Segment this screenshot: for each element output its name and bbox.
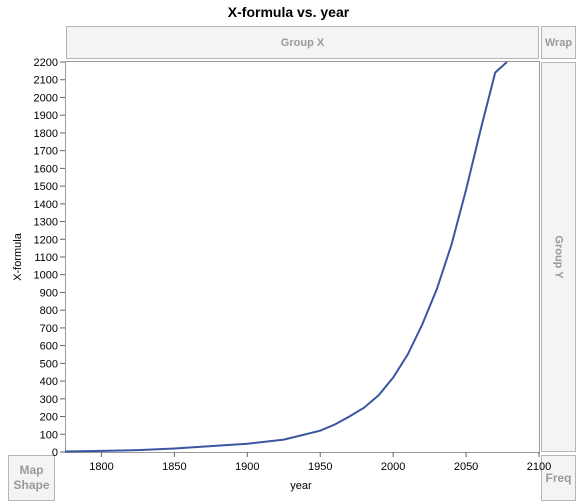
group-y-drop-zone[interactable]: Group Y bbox=[541, 62, 576, 452]
y-tick-label: 1800 bbox=[34, 128, 58, 140]
y-axis: 0 100 200 300 400 500 600 700 800 900 1000 1100 1200… bbox=[34, 57, 65, 459]
x-tick-label: 1950 bbox=[308, 461, 332, 473]
y-tick-label: 1400 bbox=[34, 199, 58, 211]
y-tick-label: 600 bbox=[40, 341, 58, 353]
wrap-drop-zone[interactable]: Wrap bbox=[541, 26, 576, 59]
y-tick-label: 0 bbox=[52, 447, 58, 459]
map-shape-drop-zone[interactable]: Map Shape bbox=[8, 455, 55, 501]
x-tick-label: 1900 bbox=[235, 461, 259, 473]
y-tick-label: 1700 bbox=[34, 146, 58, 158]
y-tick-label: 1600 bbox=[34, 163, 58, 175]
y-tick-label: 1000 bbox=[34, 270, 58, 282]
map-shape-label-line2: Shape bbox=[13, 478, 50, 492]
y-tick-label: 500 bbox=[40, 358, 58, 370]
x-tick-label: 1800 bbox=[89, 461, 113, 473]
x-tick-label: 2050 bbox=[454, 461, 478, 473]
x-axis-title: year bbox=[290, 480, 312, 492]
y-tick-label: 700 bbox=[40, 323, 58, 335]
x-tick-label: 2000 bbox=[381, 461, 405, 473]
y-tick-label: 200 bbox=[40, 412, 58, 424]
y-tick-label: 100 bbox=[40, 429, 58, 441]
group-x-drop-zone[interactable]: Group X bbox=[66, 26, 539, 59]
y-tick-label: 900 bbox=[40, 287, 58, 299]
y-tick-label: 1200 bbox=[34, 234, 58, 246]
plot-frame bbox=[65, 61, 540, 453]
y-tick-label: 400 bbox=[40, 376, 58, 388]
group-x-label: Group X bbox=[280, 36, 325, 49]
freq-label: Freq bbox=[545, 471, 572, 485]
y-tick-label: 2100 bbox=[34, 75, 58, 87]
y-axis-title: X-formula bbox=[12, 232, 24, 281]
y-tick-label: 800 bbox=[40, 305, 58, 317]
wrap-label: Wrap bbox=[544, 36, 573, 49]
y-tick-label: 1500 bbox=[34, 181, 58, 193]
y-tick-label: 2000 bbox=[34, 92, 58, 104]
series-line bbox=[64, 61, 508, 453]
x-tick-label: 2100 bbox=[527, 461, 551, 473]
y-tick-label: 1900 bbox=[34, 110, 58, 122]
chart-title: X-formula vs. year bbox=[227, 4, 350, 20]
map-shape-label-line1: Map bbox=[19, 463, 44, 477]
x-axis: 1800 1850 1900 1950 2000 2050 2100 bbox=[89, 452, 551, 473]
y-tick-label: 1100 bbox=[34, 252, 58, 264]
y-tick-label: 2200 bbox=[34, 57, 58, 69]
x-tick-label: 1850 bbox=[162, 461, 186, 473]
freq-drop-zone[interactable]: Freq bbox=[541, 455, 576, 501]
y-tick-label: 1300 bbox=[34, 217, 58, 229]
y-tick-label: 300 bbox=[40, 394, 58, 406]
